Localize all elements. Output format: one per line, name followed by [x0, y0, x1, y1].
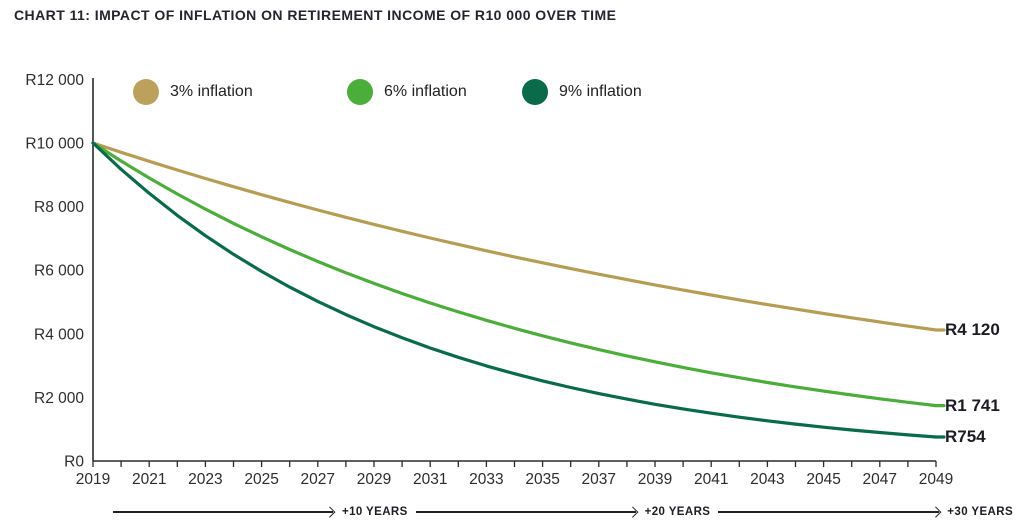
legend: 3% inflation 6% inflation 9% inflation	[0, 79, 1023, 105]
x-axis-tick-label: 2041	[694, 471, 728, 488]
arrow-right-icon	[718, 506, 941, 518]
x-axis-tick-label: 2031	[413, 471, 447, 488]
arrow-right-icon	[113, 506, 336, 518]
y-axis-tick-label: R0	[64, 454, 84, 471]
page-title: CHART 11: IMPACT OF INFLATION ON RETIREM…	[14, 7, 617, 23]
timeline-label-20y: +20 YEARS	[644, 506, 711, 518]
x-axis-tick-label: 2023	[188, 471, 222, 488]
x-axis-tick-label: 2025	[244, 471, 278, 488]
y-axis-tick-label: R6 000	[34, 263, 84, 280]
legend-label-6pct: 6% inflation	[384, 83, 467, 100]
y-axis-tick-label: R2 000	[34, 390, 84, 407]
legend-item-9pct: 9% inflation	[522, 79, 642, 105]
end-label-9pct: R754	[945, 427, 986, 447]
y-axis-tick-label: R10 000	[25, 136, 84, 153]
legend-label-9pct: 9% inflation	[559, 83, 642, 100]
timeline-annotation: +10 YEARS +20 YEARS +30 YEARS	[105, 503, 1013, 521]
x-axis-tick-label: 2029	[357, 471, 391, 488]
timeline-label-10y: +10 YEARS	[341, 506, 408, 518]
timeline-label-30y: +30 YEARS	[947, 506, 1014, 518]
series-line-0	[91, 141, 938, 332]
y-axis-tick-label: R12 000	[25, 72, 84, 89]
y-axis-tick-label: R4 000	[34, 326, 84, 343]
y-axis-tick-label: R8 000	[34, 199, 84, 216]
legend-label-3pct: 3% inflation	[170, 83, 253, 100]
arrow-right-icon	[415, 506, 639, 518]
x-axis-tick-label: 2047	[863, 471, 897, 488]
legend-item-6pct: 6% inflation	[347, 79, 467, 105]
series-line-2	[91, 141, 938, 439]
end-label-3pct: R4 120	[945, 319, 1000, 339]
x-axis-tick-label: 2021	[132, 471, 166, 488]
legend-dot-6pct-icon	[347, 79, 373, 105]
x-axis-tick-label: 2037	[582, 471, 616, 488]
x-axis-tick-label: 2039	[638, 471, 672, 488]
legend-dot-3pct-icon	[133, 79, 159, 105]
x-axis-tick-label: 2045	[806, 471, 840, 488]
x-axis-tick-label: 2027	[301, 471, 335, 488]
x-axis-tick-label: 2033	[469, 471, 503, 488]
legend-dot-9pct-icon	[522, 79, 548, 105]
end-label-6pct: R1 741	[945, 395, 1000, 415]
x-axis-tick-label: 2049	[919, 471, 953, 488]
x-axis-tick-label: 2019	[76, 471, 110, 488]
x-axis-tick-label: 2043	[750, 471, 784, 488]
x-axis-tick-label: 2035	[525, 471, 559, 488]
series-line-1	[91, 141, 938, 408]
legend-item-3pct: 3% inflation	[133, 79, 253, 105]
